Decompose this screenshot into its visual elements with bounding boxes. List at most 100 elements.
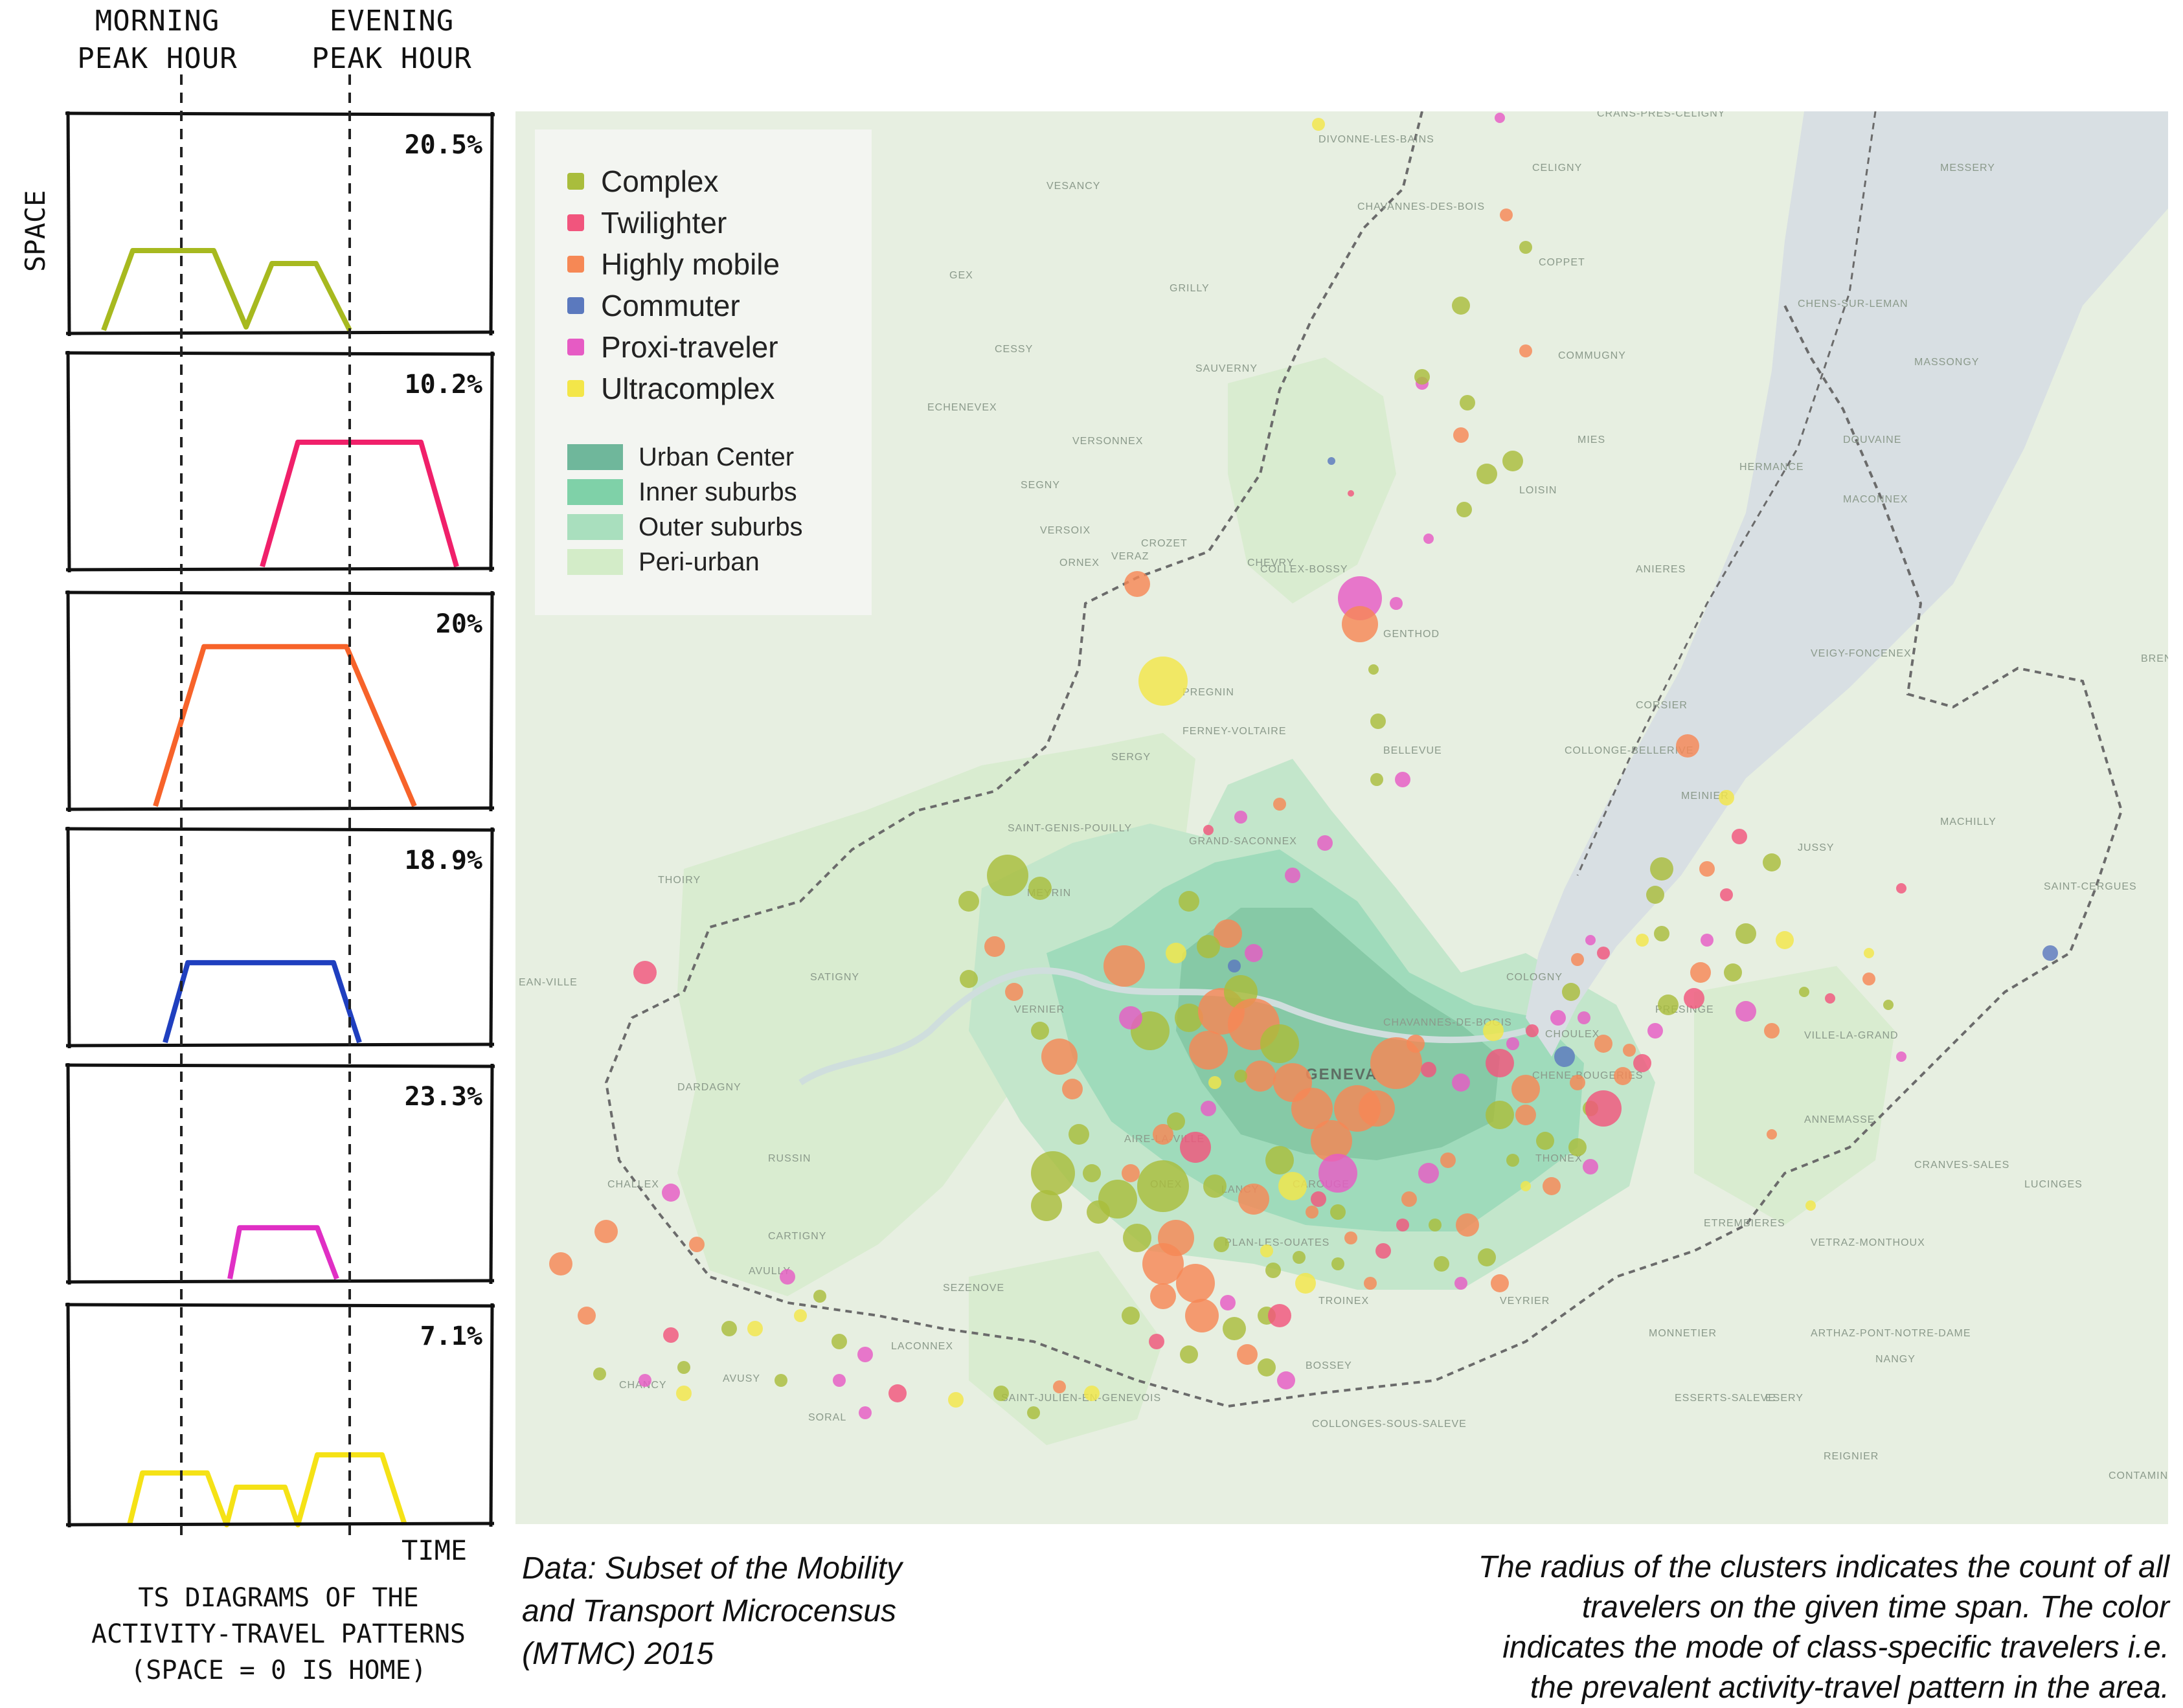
cluster-marker-ultracomplex[interactable]: [1208, 1076, 1221, 1089]
cluster-marker-highly-mobile[interactable]: [1189, 1031, 1228, 1070]
cluster-marker-complex[interactable]: [831, 1334, 847, 1349]
cluster-marker-highly-mobile[interactable]: [1176, 1264, 1215, 1303]
cluster-marker-proxi-traveler[interactable]: [1418, 1163, 1439, 1184]
cluster-marker-ultracomplex[interactable]: [794, 1309, 807, 1322]
cluster-marker-complex[interactable]: [1502, 451, 1523, 471]
cluster-marker-complex[interactable]: [1260, 1024, 1299, 1063]
cluster-marker-complex[interactable]: [1203, 1174, 1227, 1198]
cluster-marker-ultracomplex[interactable]: [1805, 1200, 1816, 1211]
cluster-marker-complex[interactable]: [1293, 1251, 1306, 1264]
cluster-marker-commuter[interactable]: [1328, 457, 1335, 465]
cluster-marker-proxi-traveler[interactable]: [639, 1374, 651, 1387]
cluster-marker-twilighter[interactable]: [1684, 988, 1704, 1009]
cluster-marker-complex[interactable]: [1031, 1151, 1075, 1195]
cluster-marker-ultracomplex[interactable]: [1719, 790, 1734, 805]
cluster-marker-highly-mobile[interactable]: [1359, 1090, 1395, 1127]
cluster-marker-complex[interactable]: [1506, 1154, 1519, 1167]
cluster-marker-proxi-traveler[interactable]: [1896, 1051, 1906, 1062]
cluster-marker-complex[interactable]: [1476, 464, 1497, 484]
cluster-marker-highly-mobile[interactable]: [1245, 1061, 1276, 1092]
cluster-marker-highly-mobile[interactable]: [1311, 1120, 1352, 1162]
cluster-marker-highly-mobile[interactable]: [1456, 1213, 1479, 1237]
cluster-marker-complex[interactable]: [775, 1374, 787, 1387]
cluster-marker-proxi-traveler[interactable]: [1583, 1159, 1598, 1174]
cluster-marker-highly-mobile[interactable]: [1273, 798, 1286, 811]
cluster-marker-ultracomplex[interactable]: [1166, 943, 1186, 963]
cluster-marker-complex[interactable]: [1724, 963, 1742, 982]
cluster-marker-complex[interactable]: [1736, 923, 1756, 944]
cluster-marker-complex[interactable]: [960, 970, 978, 988]
cluster-marker-twilighter[interactable]: [1526, 1024, 1539, 1037]
cluster-marker-highly-mobile[interactable]: [1614, 1067, 1632, 1085]
cluster-marker-highly-mobile[interactable]: [1053, 1380, 1066, 1393]
cluster-marker-highly-mobile[interactable]: [1124, 571, 1150, 597]
cluster-marker-highly-mobile[interactable]: [1594, 1035, 1612, 1053]
cluster-marker-twilighter[interactable]: [888, 1384, 907, 1402]
cluster-marker-proxi-traveler[interactable]: [1495, 113, 1505, 123]
cluster-marker-complex[interactable]: [1179, 891, 1199, 912]
cluster-marker-proxi-traveler[interactable]: [1701, 934, 1714, 947]
cluster-marker-complex[interactable]: [1265, 1263, 1281, 1278]
cluster-marker-highly-mobile[interactable]: [1862, 972, 1875, 985]
cluster-marker-ultracomplex[interactable]: [747, 1321, 763, 1336]
cluster-marker-highly-mobile[interactable]: [1364, 1277, 1377, 1290]
cluster-marker-highly-mobile[interactable]: [1158, 1220, 1194, 1256]
cluster-marker-complex[interactable]: [1568, 1138, 1587, 1156]
cluster-marker-highly-mobile[interactable]: [1153, 1124, 1173, 1145]
cluster-marker-highly-mobile[interactable]: [1103, 945, 1145, 987]
cluster-marker-complex[interactable]: [1562, 983, 1580, 1001]
cluster-marker-proxi-traveler[interactable]: [1201, 1101, 1216, 1116]
cluster-marker-twilighter[interactable]: [1597, 947, 1610, 960]
cluster-marker-commuter[interactable]: [1554, 1046, 1575, 1067]
cluster-marker-proxi-traveler[interactable]: [1318, 1154, 1357, 1193]
cluster-marker-twilighter[interactable]: [1421, 1062, 1436, 1077]
cluster-marker-proxi-traveler[interactable]: [1220, 1295, 1236, 1310]
cluster-marker-ultracomplex[interactable]: [1084, 1386, 1100, 1401]
cluster-marker-twilighter[interactable]: [663, 1327, 679, 1343]
cluster-marker-highly-mobile[interactable]: [1571, 953, 1584, 966]
cluster-marker-proxi-traveler[interactable]: [1578, 1011, 1590, 1024]
cluster-marker-complex[interactable]: [1214, 1237, 1229, 1252]
cluster-marker-highly-mobile[interactable]: [1570, 1075, 1585, 1090]
cluster-marker-twilighter[interactable]: [1732, 829, 1747, 844]
cluster-marker-highly-mobile[interactable]: [1344, 1231, 1357, 1244]
cluster-marker-highly-mobile[interactable]: [1185, 1299, 1219, 1332]
cluster-marker-proxi-traveler[interactable]: [857, 1347, 873, 1362]
cluster-marker-highly-mobile[interactable]: [1122, 1164, 1140, 1182]
cluster-marker-proxi-traveler[interactable]: [1317, 835, 1333, 851]
cluster-marker-complex[interactable]: [1414, 369, 1430, 385]
cluster-marker-complex[interactable]: [1883, 1000, 1894, 1010]
cluster-marker-complex[interactable]: [1486, 1101, 1514, 1129]
cluster-marker-highly-mobile[interactable]: [1699, 861, 1715, 877]
cluster-marker-proxi-traveler[interactable]: [1390, 597, 1403, 610]
cluster-marker-highly-mobile[interactable]: [1519, 344, 1532, 357]
cluster-marker-complex[interactable]: [593, 1367, 606, 1380]
cluster-marker-highly-mobile[interactable]: [1062, 1079, 1083, 1099]
cluster-marker-complex[interactable]: [1167, 1112, 1185, 1130]
cluster-marker-highly-mobile[interactable]: [1491, 1274, 1509, 1292]
cluster-marker-proxi-traveler[interactable]: [1277, 1371, 1295, 1389]
cluster-marker-complex[interactable]: [1123, 1224, 1151, 1252]
cluster-marker-complex[interactable]: [1223, 1317, 1246, 1340]
cluster-marker-complex[interactable]: [1083, 1164, 1101, 1182]
cluster-marker-complex[interactable]: [1265, 1146, 1294, 1174]
cluster-marker-twilighter[interactable]: [1348, 490, 1354, 497]
cluster-marker-highly-mobile[interactable]: [689, 1237, 705, 1252]
cluster-marker-proxi-traveler[interactable]: [780, 1269, 795, 1285]
cluster-marker-complex[interactable]: [1429, 1219, 1442, 1231]
cluster-marker-twilighter[interactable]: [1720, 888, 1733, 901]
cluster-marker-complex[interactable]: [1180, 1345, 1198, 1364]
cluster-marker-twilighter[interactable]: [1396, 1219, 1409, 1231]
cluster-marker-complex[interactable]: [1799, 987, 1809, 997]
cluster-marker-twilighter[interactable]: [1180, 1132, 1211, 1163]
cluster-marker-ultracomplex[interactable]: [1636, 934, 1649, 947]
cluster-marker-proxi-traveler[interactable]: [1585, 935, 1596, 945]
cluster-marker-complex[interactable]: [1122, 1307, 1140, 1325]
cluster-marker-ultracomplex[interactable]: [1138, 657, 1188, 706]
cluster-marker-highly-mobile[interactable]: [1214, 919, 1242, 948]
cluster-marker-proxi-traveler[interactable]: [1119, 1006, 1142, 1029]
cluster-marker-twilighter[interactable]: [1375, 1243, 1391, 1259]
cluster-marker-complex[interactable]: [1763, 853, 1781, 871]
cluster-marker-complex[interactable]: [958, 891, 979, 912]
cluster-marker-highly-mobile[interactable]: [594, 1220, 618, 1243]
